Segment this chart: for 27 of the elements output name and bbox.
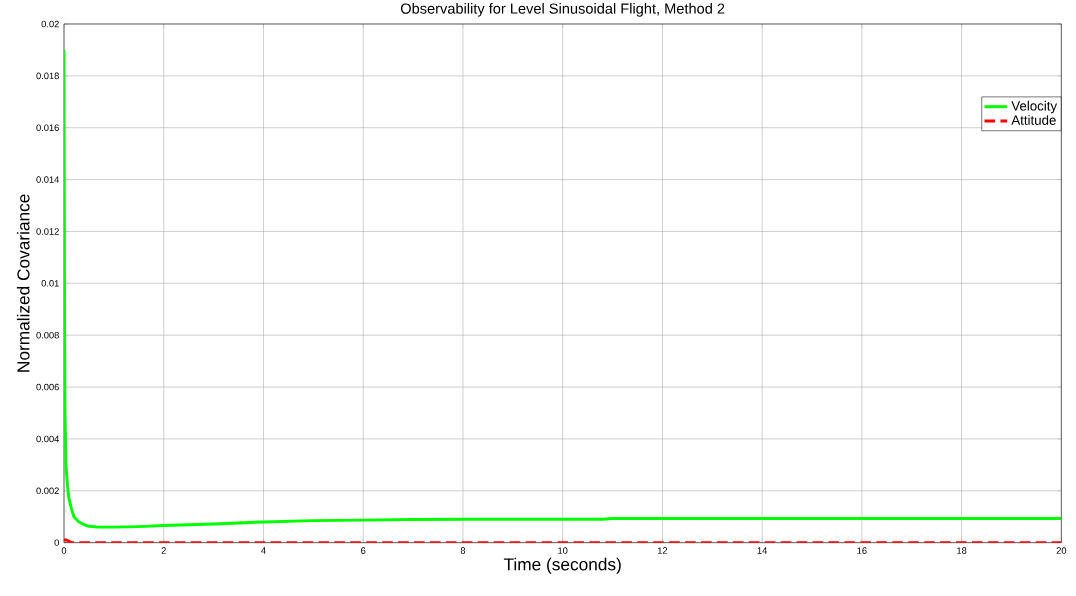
x-tick-label: 16 [857, 547, 867, 554]
x-tick-label: 20 [1056, 547, 1067, 554]
y-tick-label: 0.02 [41, 20, 59, 28]
y-axis-title: Normalized Covariance [16, 194, 30, 372]
x-tick-label: 2 [161, 547, 166, 554]
x-tick-label: 4 [261, 547, 266, 554]
x-tick-label: 10 [558, 547, 568, 554]
y-tick-label: 0.016 [36, 124, 59, 132]
y-tick-label: 0.006 [36, 383, 59, 391]
y-tick-label: 0.004 [36, 435, 60, 443]
y-tick-label: 0.002 [36, 487, 59, 495]
x-tick-label: 0 [61, 547, 67, 554]
y-tick-label: 0.012 [36, 228, 59, 235]
x-tick-label: 6 [361, 547, 366, 554]
x-axis-title: Time (seconds) [503, 557, 621, 574]
y-tick-label: 0.01 [41, 280, 59, 287]
x-tick-label: 8 [460, 547, 466, 554]
legend-label: Attitude [1011, 115, 1056, 125]
legend-label: Velocity [1011, 100, 1058, 114]
chart-title: Observability for Level Sinusoidal Flight, Method 2 [400, 3, 725, 17]
y-tick-label: 0.018 [36, 72, 59, 80]
y-tick-label: 0.014 [36, 176, 60, 183]
y-tick-label: 0 [54, 539, 59, 546]
x-tick-label: 14 [757, 547, 768, 554]
x-tick-label: 18 [957, 547, 967, 554]
y-tick-label: 0.008 [36, 331, 59, 339]
x-tick-label: 12 [657, 547, 668, 554]
